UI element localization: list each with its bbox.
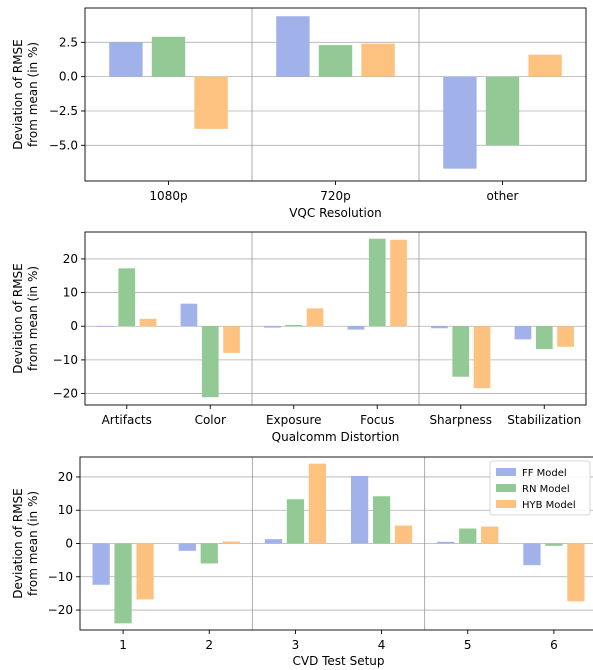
bar [545, 543, 563, 546]
x-tick-label: Focus [360, 413, 394, 427]
bar [459, 528, 477, 544]
bar [318, 45, 353, 77]
bar [200, 543, 218, 564]
bar [92, 543, 110, 585]
legend-swatch [496, 484, 516, 492]
y-tick-label: 10 [58, 503, 73, 517]
y-axis-label-line: Deviation of RMSE [11, 488, 25, 598]
y-tick-label: 0 [70, 319, 78, 333]
x-axis-label: CVD Test Setup [292, 654, 384, 668]
bar [139, 318, 157, 327]
bar [264, 326, 281, 328]
x-axis-label: VQC Resolution [289, 206, 382, 220]
y-tick-label: −20 [53, 387, 78, 401]
bar [180, 303, 198, 327]
y-axis-label-line: from mean (in %) [26, 266, 40, 371]
bar [114, 543, 132, 624]
y-axis-label: Deviation of RMSEfrom mean (in %) [11, 263, 40, 373]
bar [285, 324, 303, 327]
bar [431, 326, 448, 329]
y-tick-label: −5.0 [49, 138, 78, 152]
bar [136, 543, 154, 600]
y-axis-label-line: Deviation of RMSE [11, 39, 25, 149]
x-tick-label: 4 [378, 638, 386, 652]
x-tick-label: 6 [550, 638, 558, 652]
y-tick-label: −10 [53, 353, 78, 367]
legend-swatch [496, 468, 516, 476]
bar [557, 326, 574, 347]
bar [567, 543, 585, 602]
bar [222, 541, 240, 544]
bar [443, 76, 477, 169]
bar [361, 43, 395, 77]
bar [201, 326, 219, 398]
bar [528, 54, 562, 77]
chart-1: 2.5 0.0 −2.5 −5.0 1080p 720p other VQC Resoluti… [11, 7, 587, 220]
bar [194, 76, 228, 129]
bar [178, 543, 196, 551]
x-tick-label: Sharpness [429, 413, 492, 427]
bar [308, 463, 327, 544]
bar [97, 326, 114, 327]
bar [350, 475, 369, 544]
bar [523, 543, 541, 566]
x-tick-label: other [487, 189, 519, 203]
bar [306, 308, 324, 327]
y-tick-label: −2.5 [49, 104, 78, 118]
y-tick-label: 10 [63, 286, 78, 300]
y-tick-label: 20 [58, 470, 73, 484]
legend-label: HYB Model [522, 500, 576, 511]
y-tick-label: 0 [65, 537, 73, 551]
legend-label: FF Model [522, 468, 567, 479]
y-tick-label: 2.5 [59, 35, 78, 49]
bar [347, 326, 365, 330]
bar [437, 541, 455, 544]
bar [368, 238, 386, 327]
axes-frame [84, 231, 587, 406]
bar [151, 36, 186, 77]
chart-2: 20 10 0 −10 −20 Artifacts Color Exposure Focus Sh… [11, 231, 587, 444]
x-tick-label: 720p [320, 189, 351, 203]
y-tick-label: 0.0 [59, 70, 78, 84]
bar [223, 326, 240, 353]
bar [514, 326, 532, 340]
legend: FF Model RN Model HYB Model [489, 460, 591, 516]
bar [118, 268, 136, 327]
x-tick-label: Exposure [266, 413, 322, 427]
legend-swatch [496, 500, 516, 508]
bar [264, 539, 283, 544]
bar [372, 496, 391, 544]
bar [109, 42, 143, 77]
y-tick-label: −20 [48, 603, 73, 617]
x-tick-label: Artifacts [102, 413, 152, 427]
bar [473, 326, 491, 389]
bar [276, 16, 310, 77]
x-tick-label: 5 [464, 638, 472, 652]
bar [452, 326, 470, 377]
y-tick-label: 20 [63, 252, 78, 266]
x-tick-label: 1080p [149, 189, 187, 203]
x-tick-label: Stabilization [507, 413, 581, 427]
x-tick-label: 2 [205, 638, 213, 652]
bar [485, 76, 520, 146]
chart-3: 20 10 0 −10 −20 1 2 3 4 5 6 CVD Test Setup Deviation… [11, 456, 593, 668]
bar [390, 239, 407, 327]
y-axis-label: Deviation of RMSEfrom mean (in %) [11, 488, 40, 598]
y-tick-label: −10 [48, 570, 73, 584]
bar [535, 326, 553, 350]
x-tick-label: 1 [119, 638, 127, 652]
x-tick-label: 3 [292, 638, 300, 652]
bar [286, 499, 305, 544]
legend-label: RN Model [522, 484, 570, 495]
y-axis-label-line: Deviation of RMSE [11, 263, 25, 373]
y-axis-label-line: from mean (in %) [26, 42, 40, 147]
y-axis-label: Deviation of RMSEfrom mean (in %) [11, 39, 40, 149]
x-axis-label: Qualcomm Distortion [272, 430, 400, 444]
x-tick-label: Color [195, 413, 226, 427]
y-axis-label-line: from mean (in %) [26, 491, 40, 596]
bar [394, 525, 413, 544]
bar [481, 526, 499, 544]
